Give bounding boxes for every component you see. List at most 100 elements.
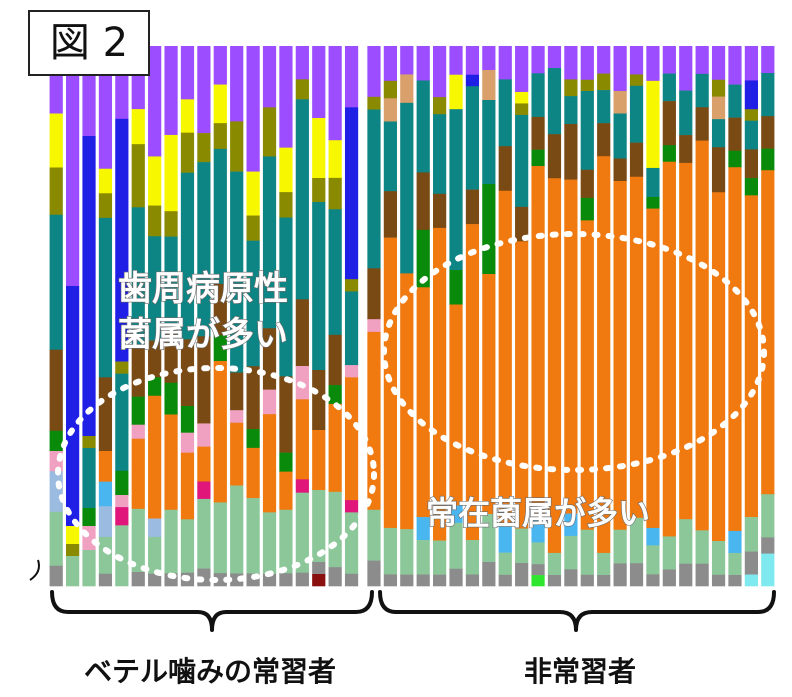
bar-28-segment-gray (515, 563, 529, 587)
bar-24-segment-teal (449, 109, 463, 271)
bar-17-segment-yellow (328, 140, 342, 179)
bar-42-segment-gray (744, 551, 758, 575)
bar-5-segment-orange (131, 438, 145, 510)
bar-27-segment-orange (498, 190, 512, 526)
bar-18-segment-gray (344, 573, 359, 587)
bar-15-segment-magenta (295, 479, 309, 493)
bar-18-segment-orange (344, 377, 359, 501)
bar-21-segment-tan (400, 74, 414, 104)
bar-7-segment-brown (164, 325, 178, 384)
bar-42-segment-lightgreen (744, 517, 758, 552)
bar-31-segment-lightgreen (564, 535, 578, 570)
bar-0-segment-olive (49, 167, 63, 216)
bar-14-segment-green (279, 452, 293, 472)
bar-42-segment-orange (744, 195, 758, 518)
bar-0-segment-brown (49, 349, 63, 432)
periodontal-label-line2: 菌属が多い (118, 315, 288, 355)
bar-22-segment-green (416, 229, 430, 288)
bar-4-segment-olive (115, 361, 129, 374)
bar-20-segment-teal (383, 121, 397, 192)
bar-14-segment-purple (279, 46, 293, 148)
bar-43-segment-gray (761, 537, 775, 554)
bar-33-segment-purple (597, 46, 611, 74)
edge-mark (29, 559, 40, 581)
bar-32-segment-gray (580, 574, 594, 587)
bar-10-segment-gray (213, 573, 227, 587)
bar-22-segment-lightgreen (416, 540, 430, 575)
bar-18-segment-olive (344, 279, 359, 292)
bar-27-segment-brown (498, 146, 512, 192)
bar-19-segment-gray (367, 560, 381, 587)
bar-24-segment-gray (449, 568, 463, 587)
bar-14-segment-teal (279, 217, 293, 377)
bar-8-segment-olive (180, 132, 195, 173)
bar-40-segment-tan (711, 96, 726, 120)
bar-28-segment-teal (515, 114, 529, 208)
bar-27-segment-skyblue (498, 524, 512, 553)
bar-1-segment-purple (66, 46, 80, 287)
group-label-betel-chewers: ベテル噛みの常習者 (83, 655, 336, 688)
bar-16-segment-teal (312, 202, 326, 371)
bar-9-segment-teal (197, 162, 211, 337)
bar-39-segment-purple (695, 46, 709, 75)
resident-label: 常在菌属が多い (426, 494, 650, 532)
bar-38-segment-teal (679, 90, 693, 136)
bar-4-segment-pink (115, 494, 129, 508)
bar-11-segment-lightgreen (230, 485, 244, 574)
bar-31-segment-gray (564, 569, 578, 587)
bar-42-segment-cyan (744, 574, 758, 587)
bar-0-segment-yellow (49, 113, 63, 168)
bar-18-segment-lightgreen (344, 512, 359, 575)
bar-33-segment-lightgreen (597, 552, 611, 576)
bar-8-segment-pink (180, 432, 195, 453)
bar-31-segment-orange (564, 179, 578, 514)
bar-40-segment-purple (711, 46, 726, 81)
bar-0-segment-gray (49, 565, 63, 587)
bar-20-segment-tan (383, 98, 397, 122)
bar-8-segment-orange (180, 452, 195, 520)
bar-26-segment-orange (482, 274, 496, 515)
bar-19-segment-teal (367, 109, 381, 269)
bar-20-segment-purple (383, 46, 397, 82)
bar-columns (49, 46, 775, 587)
bar-2-segment-teal (82, 448, 96, 509)
bar-11-segment-olive (230, 121, 244, 172)
bar-37-segment-teal (662, 73, 676, 102)
bar-11-segment-brown (230, 372, 244, 411)
bar-22-segment-skyblue (416, 517, 430, 541)
bar-21-segment-gray (400, 574, 414, 587)
bar-29-segment-gray (531, 564, 545, 576)
bar-28-segment-lightgreen (515, 528, 529, 564)
bar-34-segment-orange (613, 181, 627, 531)
bar-7-segment-teal (164, 236, 178, 326)
bar-31-segment-teal (564, 96, 578, 125)
bar-34-segment-tan (613, 91, 627, 114)
bar-42-segment-green (744, 178, 758, 196)
bar-35-segment-gray (629, 563, 644, 587)
bar-9-segment-lightgreen (197, 498, 211, 569)
bar-34-segment-gray (613, 563, 627, 587)
bar-9-segment-magenta (197, 481, 211, 500)
bar-18-segment-teal (344, 291, 359, 366)
bar-43-segment-purple (761, 46, 775, 74)
bar-35-segment-purple (629, 46, 644, 75)
bar-5-segment-lightgreen (131, 508, 145, 573)
bar-8-segment-green (180, 406, 195, 433)
bar-21-segment-orange (400, 273, 414, 530)
bar-33-segment-olive (597, 73, 611, 91)
bar-19-segment-olive (367, 96, 381, 110)
bar-6-segment-orange (148, 395, 162, 519)
bar-6-segment-lightgreen (148, 536, 162, 575)
bar-30-segment-gray (547, 574, 562, 587)
bar-7-segment-purple (164, 46, 178, 136)
bar-12-segment-yellow (246, 171, 260, 216)
bar-14-segment-yellow (279, 147, 293, 193)
bar-2-segment-green (82, 508, 96, 527)
bar-26-segment-purple (482, 46, 496, 71)
bar-22-segment-gray (416, 574, 430, 587)
annotation-ellipses (55, 231, 767, 583)
bar-21-segment-teal (400, 102, 414, 274)
bar-35-segment-teal (629, 85, 644, 143)
bar-31-segment-brown (564, 123, 578, 180)
bar-0-segment-lightgreen (49, 511, 63, 567)
